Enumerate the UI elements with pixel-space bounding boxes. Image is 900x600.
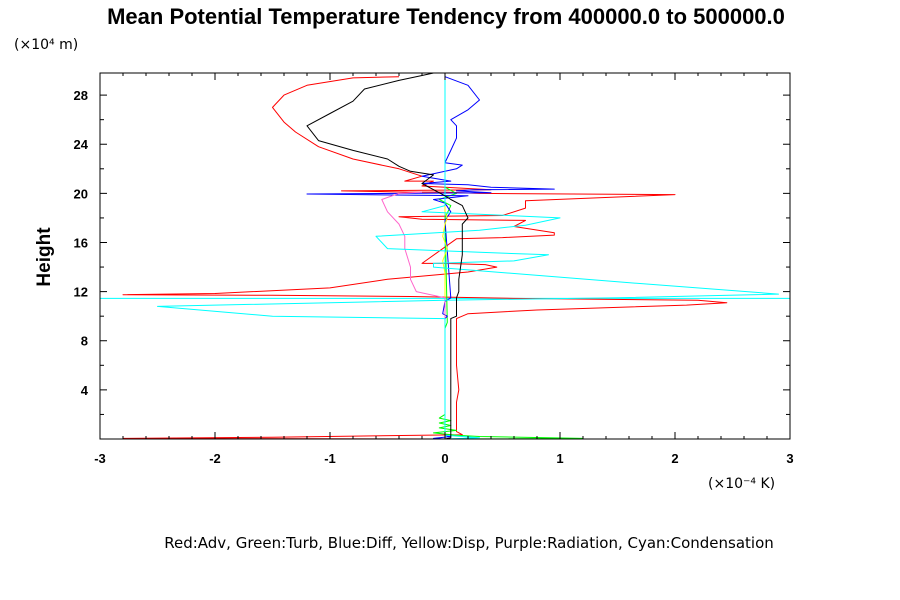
x-tick-label: 2 — [671, 451, 678, 466]
y-tick-label: 28 — [74, 88, 88, 103]
series-line-disp — [442, 73, 448, 439]
y-unit-label: (×10⁴ m) — [14, 37, 78, 53]
y-tick-label: 12 — [74, 285, 88, 300]
plot-area — [100, 72, 790, 440]
legend: Red:Adv, Green:Turb, Blue:Diff, Yellow:D… — [164, 534, 774, 552]
x-tick-label: 3 — [786, 451, 793, 466]
series-line-radiation — [381, 191, 446, 439]
y-tick-label: 8 — [81, 334, 88, 349]
x-tick-label: -1 — [324, 451, 336, 466]
series-line-turb — [433, 73, 584, 440]
series-line-condensation — [157, 73, 779, 440]
x-axis-ticks: -3 -2 -1 0 1 2 3 — [94, 73, 794, 466]
x-tick-label: -2 — [209, 451, 221, 466]
y-tick-label: 16 — [74, 235, 88, 250]
series-line-adv — [122, 76, 728, 440]
y-tick-label: 4 — [81, 383, 89, 398]
chart-title: Mean Potential Temperature Tendency from… — [107, 4, 785, 29]
series-line-diff — [306, 76, 555, 440]
series-line-total — [306, 72, 469, 440]
x-unit-label: (×10⁻⁴ K) — [708, 476, 775, 492]
x-tick-label: 0 — [441, 451, 448, 466]
y-axis-ticks: 4 8 12 16 20 24 28 — [74, 88, 790, 415]
y-tick-label: 24 — [74, 137, 89, 152]
x-tick-label: -3 — [94, 451, 106, 466]
y-axis-label: Height — [34, 227, 55, 287]
x-tick-label: 1 — [556, 451, 563, 466]
y-tick-label: 20 — [74, 186, 88, 201]
